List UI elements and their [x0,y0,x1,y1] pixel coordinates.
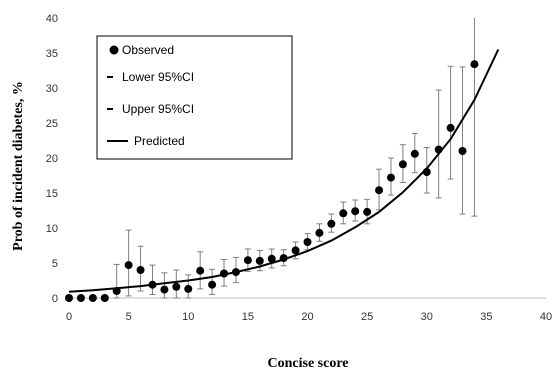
legend-box [96,35,293,160]
observed-point [184,284,193,293]
x-tick-label: 30 [421,311,433,323]
legend-upper-label: Upper 95%CI [122,102,194,116]
y-tick-labels: 0 5 10 15 20 25 30 35 40 [46,13,58,305]
observed-point [100,294,109,302]
observed-point [231,268,240,277]
observed-point [124,261,133,270]
observed-point [196,266,205,275]
legend: Observed Lower 95%CI Upper 95%CI Predict… [96,35,293,160]
observed-point [339,209,348,218]
observed-point [398,160,407,169]
observed-point [422,168,431,176]
observed-point [65,294,73,302]
x-tick-label: 20 [301,311,313,323]
legend-observed-label: Observed [122,43,174,57]
y-tick-label: 0 [52,293,58,305]
y-tick-label: 5 [52,258,58,270]
y-tick-label: 20 [46,153,58,165]
legend-predicted-label: Predicted [134,134,185,148]
observed-point [243,256,252,265]
observed-point [255,256,264,265]
y-axis-title: Prob of incident diabetes, % [11,81,26,251]
observed-point [267,254,276,263]
y-tick-label: 30 [46,83,58,95]
observed-point [112,287,121,295]
error-bars [113,18,478,299]
observed-point [303,238,312,246]
x-tick-label: 25 [361,311,373,323]
observed-point [76,294,85,302]
x-tick-label: 5 [126,311,132,323]
x-tick-label: 0 [66,311,72,323]
observed-point [363,207,372,216]
observed-point [148,280,157,289]
legend-lower-label: Lower 95%CI [122,70,194,84]
plot-area: 0 5 10 15 20 25 30 35 40 0 5 10 15 20 25 30 35 40 [46,13,552,323]
observed-point [279,254,288,263]
y-tick-label: 35 [46,48,58,60]
observed-point [386,173,395,182]
observed-point [136,266,145,274]
observed-point [410,149,419,158]
observed-point [351,207,360,216]
x-tick-label: 15 [242,311,254,323]
x-tick-label: 35 [480,311,492,323]
observed-point [458,147,467,155]
observed-point [327,219,336,228]
observed-point [315,228,324,237]
observed-point [160,285,169,294]
x-axis-title: Concise score [268,356,349,370]
legend-observed-marker [109,45,119,55]
observed-point [446,123,455,132]
observed-point [88,294,97,302]
y-tick-label: 25 [46,118,58,130]
observed-point [291,246,300,255]
observed-point [208,280,217,289]
x-tick-label: 10 [182,311,194,323]
y-tick-label: 10 [46,223,58,235]
observed-point [470,60,479,69]
observed-points [65,60,479,302]
observed-point [375,186,384,195]
observed-point [220,269,229,278]
observed-point [434,145,443,154]
x-tick-label: 40 [540,311,552,323]
y-tick-label: 40 [46,13,58,25]
observed-point [172,282,181,291]
y-tick-label: 15 [46,188,58,200]
x-tick-labels: 0 5 10 15 20 25 30 35 40 [66,311,552,323]
